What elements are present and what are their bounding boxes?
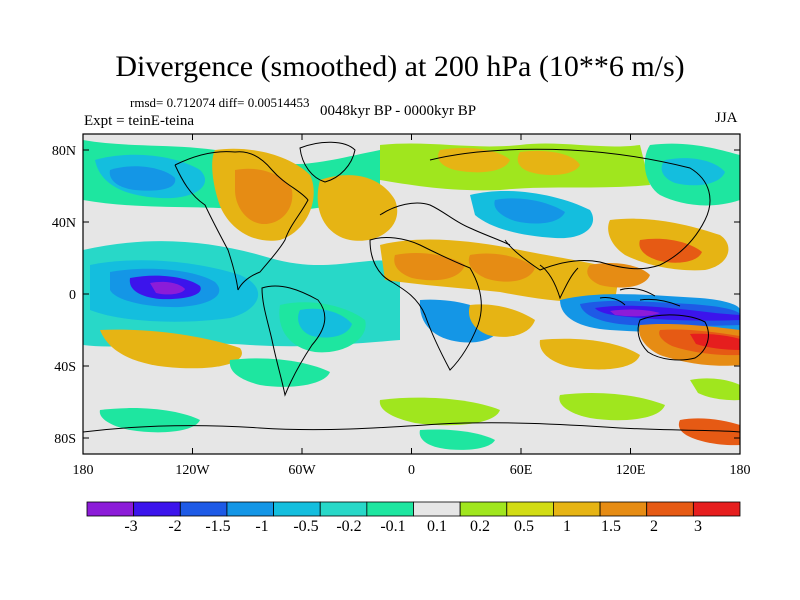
colorbar-box [226,501,274,517]
coastline-antarctica [83,422,740,433]
colorbar-box [506,501,554,517]
coastline-europe [379,202,511,246]
field-patch [539,338,640,370]
y-tick-label: 0 [69,288,76,303]
coastline-north-america-west [174,164,239,291]
field-patch [438,148,510,173]
colorbar-box [273,501,321,517]
y-tick-label: 40N [52,216,76,231]
colorbar-box [599,501,648,517]
colorbar-box [413,501,461,517]
x-tick-label: 120W [175,463,210,478]
coastline-greenland [299,141,356,183]
plot-title: Divergence (smoothed) at 200 hPa (10**6 … [115,50,685,83]
x-tick-label: 120E [616,463,646,478]
colorbar-label: -2 [168,518,181,535]
field-patch [380,143,650,191]
coastline-islands [599,287,681,307]
field-patch [595,305,740,321]
field-patch [610,309,660,317]
colorbar-label: 0.1 [427,518,447,535]
field-patch [468,253,535,282]
x-tick-label: 180 [730,463,751,478]
field-patch [298,308,352,338]
field-patch [419,429,495,450]
field-patch [639,238,702,263]
colorbar-label: 2 [650,518,658,535]
field-patch [100,329,242,369]
x-tick-label: 60W [288,463,316,478]
x-tick-marks [82,134,741,454]
colorbar-box [553,501,601,517]
coastline-australia [637,314,709,361]
stats-label: rmsd= 0.712074 diff= 0.00514453 [130,95,310,110]
colorbar-label: 1.5 [601,518,621,535]
field-patch [494,198,565,224]
colorbar-label: 0.2 [470,518,490,535]
coastline-south-america [261,285,326,397]
field-patch [394,253,465,281]
colorbar-box [646,501,694,517]
y-tick-label: 80N [52,144,76,159]
divergence-field [83,140,740,450]
colorbar-box [459,501,508,517]
field-patch [690,333,740,350]
x-tick-label: 180 [73,463,94,478]
x-tick-label: 0 [408,463,415,478]
field-patch [678,418,740,446]
y-tick-label: 40S [54,360,76,375]
colorbar-label: -0.5 [293,518,318,535]
colorbar-label: -1.5 [205,518,230,535]
coastline-india [539,264,579,300]
colorbar-box [133,501,181,517]
colorbar-box [692,501,741,517]
colorbar-label: -0.1 [380,518,405,535]
field-patch [587,263,650,288]
colorbar-box [179,501,228,517]
season-label: JJA [715,110,738,126]
field-patch [690,378,740,401]
y-tick-marks [83,149,740,439]
y-tick-label: 80S [54,432,76,447]
colorbar [86,501,741,517]
x-tick-label: 60E [510,463,533,478]
colorbar-box [86,501,135,517]
colorbar-label: 1 [563,518,571,535]
field-patch [317,175,398,241]
coastline-asia [429,148,711,271]
field-patch [468,304,535,337]
coastline-north-america [174,151,309,291]
coastlines [83,141,740,433]
field-patch [559,393,665,421]
colorbar-label: -1 [255,518,268,535]
colorbar-box [366,501,414,517]
field-patch [235,168,293,225]
coastline-africa [369,237,482,371]
colorbar-label: -0.2 [336,518,361,535]
field-patch [150,281,185,295]
field-patch [379,397,500,426]
field-patch [109,166,176,191]
colorbar-box [319,501,368,517]
colorbar-label: -3 [124,518,137,535]
experiment-label: Expt = teinE-teina [84,113,195,129]
period-label: 0048kyr BP - 0000kyr BP [320,103,477,119]
colorbar-label: 0.5 [514,518,534,535]
field-patch [517,150,580,176]
colorbar-label: 3 [694,518,702,535]
